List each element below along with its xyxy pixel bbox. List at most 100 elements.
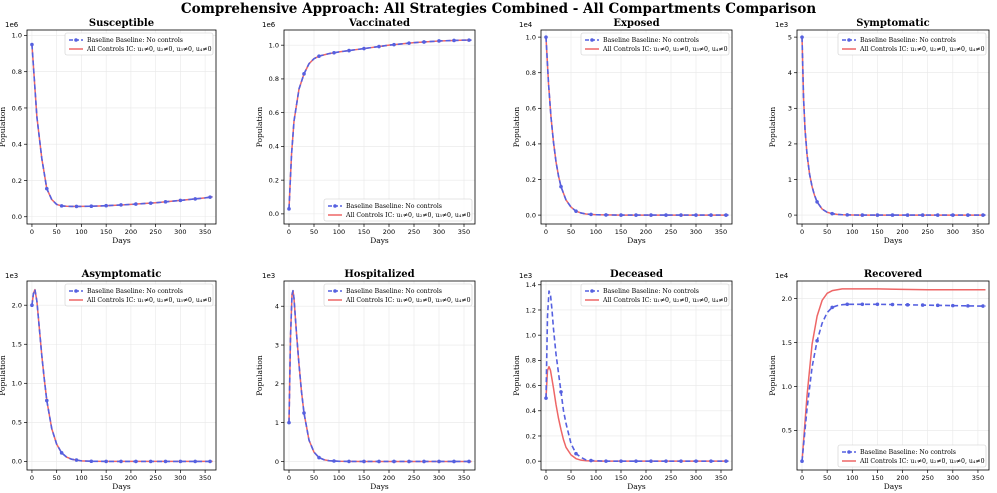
subplot-vaccinated: 0 50 100 150 200 250 300 350 0.0 0.2 0.4 0.6 0.8 1.0 1… xyxy=(255,18,476,245)
baseline-marker xyxy=(845,302,850,307)
baseline-marker xyxy=(148,201,153,205)
subplot-deceased: 0 50 100 150 200 250 300 350 0.0 0.2 0.4 0.6 0.8 1.0 1… xyxy=(512,269,733,491)
baseline-marker xyxy=(119,203,123,207)
series-line-baseline xyxy=(801,303,986,462)
y-tick-label: 0.8 xyxy=(269,75,279,83)
legend-marker-baseline xyxy=(847,450,851,454)
x-axis-label: Days xyxy=(627,482,646,491)
y-tick-label: 1.0 xyxy=(782,383,792,391)
subplot-title: Hospitalized xyxy=(344,269,414,280)
baseline-marker xyxy=(920,213,925,217)
y-tick-label: 0.2 xyxy=(12,177,22,185)
subplot-recovered: 0 50 100 150 200 250 300 350 0.5 1.0 1.5 2.0 1e4 Reco… xyxy=(768,269,990,491)
baseline-marker xyxy=(287,420,291,425)
y-tick-label: 1 xyxy=(788,176,792,184)
x-tick-label: 350 xyxy=(199,228,211,236)
baseline-marker xyxy=(317,455,321,460)
baseline-marker xyxy=(332,459,336,463)
baseline-marker xyxy=(800,459,804,464)
series-line-all-controls xyxy=(288,39,472,209)
baseline-marker xyxy=(589,458,593,463)
x-tick-label: 50 xyxy=(823,228,831,236)
x-tick-label: 300 xyxy=(174,228,186,236)
baseline-marker xyxy=(574,209,578,213)
y-axis-label: Population xyxy=(0,107,7,148)
y-tick-label: 1.5 xyxy=(782,339,792,347)
y-tick-label: 1.5 xyxy=(12,341,22,349)
baseline-marker xyxy=(437,39,441,43)
y-tick-label: 1.0 xyxy=(12,32,22,40)
legend-label-baseline: Baseline Baseline: No controls xyxy=(603,37,699,44)
y-tick-label: 4 xyxy=(788,69,792,77)
legend-box xyxy=(837,444,987,468)
baseline-marker xyxy=(920,303,925,307)
y-tick-label: 4 xyxy=(275,303,279,311)
y-tick-label: 0.6 xyxy=(526,382,536,390)
baseline-marker xyxy=(452,38,456,43)
legend-label-controls: All Controls IC: u₁≠0, u₂≠0, u₃≠0, u₄≠0 xyxy=(86,297,212,304)
series-line-baseline xyxy=(288,289,472,463)
legend-box xyxy=(323,283,473,307)
x-tick-label: 250 xyxy=(408,474,420,482)
baseline-marker xyxy=(104,459,108,464)
legend-box xyxy=(837,32,987,56)
y-axis-label: Population xyxy=(255,355,264,396)
baseline-marker xyxy=(193,459,198,464)
x-tick-label: 250 xyxy=(665,228,677,236)
series-line-baseline xyxy=(31,288,213,463)
y-axis-label: Population xyxy=(255,107,264,148)
x-axis-label: Days xyxy=(112,482,131,491)
x-tick-label: 50 xyxy=(567,228,575,236)
x-tick-label: 250 xyxy=(921,228,933,236)
y-tick-label: 2 xyxy=(788,140,792,148)
axes-frame xyxy=(283,280,476,471)
subplot-asymptomatic: 0 50 100 150 200 250 300 350 0.0 0.5 1.0 1.5 2.0 1e3 A… xyxy=(0,269,217,491)
y-tick-label: 1.2 xyxy=(526,306,536,314)
baseline-marker xyxy=(981,213,985,217)
legend-label-baseline: Baseline Baseline: No controls xyxy=(860,449,956,456)
legend-label-baseline: Baseline Baseline: No controls xyxy=(603,288,699,295)
baseline-marker xyxy=(559,184,563,189)
baseline-marker xyxy=(634,459,638,463)
axes-frame xyxy=(26,280,217,471)
baseline-marker xyxy=(377,459,381,464)
x-tick-label: 0 xyxy=(287,228,291,236)
x-tick-label: 200 xyxy=(125,228,137,236)
baseline-marker xyxy=(422,459,426,464)
legend-label-controls: All Controls IC: u₁≠0, u₂≠0, u₃≠0, u₄≠0 xyxy=(345,212,471,219)
x-tick-label: 0 xyxy=(30,228,34,236)
x-tick-label: 200 xyxy=(383,474,395,482)
x-tick-label: 150 xyxy=(358,228,370,236)
x-tick-label: 100 xyxy=(590,474,602,482)
legend-label-controls: All Controls IC: u₁≠0, u₂≠0, u₃≠0, u₄≠0 xyxy=(345,297,471,304)
legend-label-controls: All Controls IC: u₁≠0, u₂≠0, u₃≠0, u₄≠0 xyxy=(602,297,728,304)
baseline-marker xyxy=(830,305,834,310)
y-axis-label: Population xyxy=(512,107,521,148)
legend-box xyxy=(580,32,730,56)
subplot-title: Asymptomatic xyxy=(81,269,162,280)
baseline-marker xyxy=(407,41,411,45)
baseline-marker xyxy=(347,48,351,53)
x-tick-label: 50 xyxy=(53,228,61,236)
x-tick-label: 50 xyxy=(823,474,831,482)
baseline-marker xyxy=(407,459,411,464)
subplot-exposed: 0 50 100 150 200 250 300 350 0.0 0.2 0.4 0.6 0.8 1.0 1… xyxy=(512,18,733,245)
subplot-title: Vaccinated xyxy=(348,18,410,29)
x-tick-label: 350 xyxy=(458,474,470,482)
baseline-marker xyxy=(30,303,34,308)
x-tick-label: 100 xyxy=(333,228,345,236)
y-tick-label: 0.8 xyxy=(526,357,536,365)
x-tick-label: 0 xyxy=(544,474,548,482)
axis-offset-label: 1e3 xyxy=(262,272,275,280)
baseline-marker xyxy=(860,213,865,217)
baseline-marker xyxy=(392,459,396,464)
y-tick-label: 1.4 xyxy=(526,281,536,289)
x-tick-label: 100 xyxy=(846,474,858,482)
baseline-marker xyxy=(664,213,668,217)
y-tick-label: 0.0 xyxy=(526,211,536,219)
baseline-marker xyxy=(362,46,366,51)
y-tick-label: 0.2 xyxy=(526,176,536,184)
x-axis-label: Days xyxy=(370,482,389,491)
